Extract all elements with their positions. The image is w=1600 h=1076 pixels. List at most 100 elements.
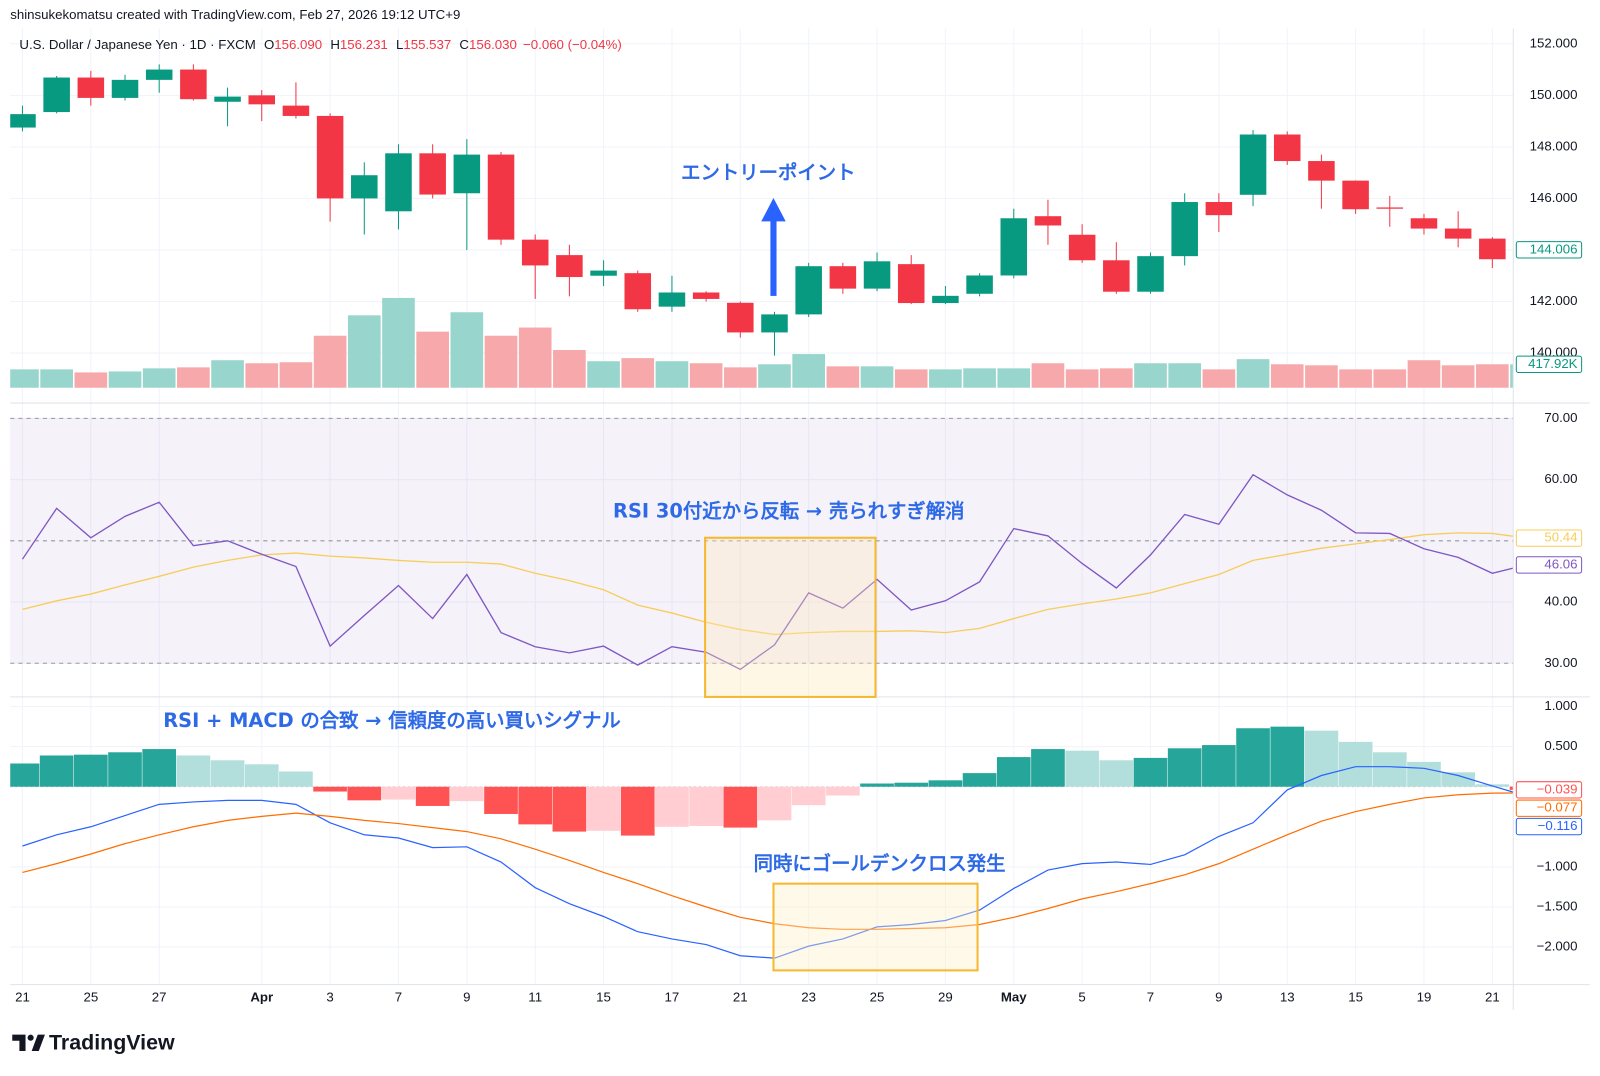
histogram-bar: [928, 780, 963, 787]
x-tick-label: 13: [1280, 989, 1295, 1004]
histogram-bar: [1372, 752, 1407, 787]
volume-bar: [963, 368, 996, 388]
candle-body: [419, 153, 446, 195]
histogram-bar: [826, 786, 860, 796]
volume-bar: [347, 315, 381, 388]
volume-bar: [1236, 359, 1270, 388]
volume-bar: [758, 364, 791, 388]
y-tick-label: 150.000: [1530, 87, 1578, 102]
histogram-bar: [381, 786, 416, 800]
histogram-bar: [244, 764, 279, 787]
annotation: RSI 30付近から反転 → 売られすぎ解消: [613, 500, 964, 523]
highlight-box: [704, 536, 877, 698]
histogram-bar: [1133, 757, 1168, 787]
legend-change: −0.060 (−0.04%): [523, 36, 622, 51]
candle-body: [761, 314, 788, 333]
histogram-bar: [415, 786, 450, 806]
candle-body: [145, 69, 173, 80]
highlight-box: [772, 882, 979, 972]
price-tag-label: −0.077: [1537, 800, 1578, 815]
histogram-bar: [757, 786, 792, 821]
volume-bar: [1270, 364, 1304, 388]
volume-bar: [792, 354, 825, 388]
annotation: エントリーポイント: [681, 161, 855, 184]
x-tick-label: 19: [1417, 989, 1432, 1004]
candle-body: [43, 77, 70, 113]
legend: U.S. Dollar / Japanese Yen · 1D · FXCM O1…: [19, 36, 621, 51]
legend-value: 156.231: [340, 36, 388, 51]
y-tick-label: −2.000: [1537, 938, 1578, 953]
y-tick-label: 1.000: [1544, 698, 1577, 713]
candle-body: [385, 153, 412, 212]
x-tick-label: Apr: [250, 989, 273, 1004]
volume-bar: [1202, 369, 1236, 388]
histogram-bar: [723, 786, 758, 828]
histogram-bar: [894, 782, 929, 787]
y-tick-label: 40.00: [1544, 594, 1577, 609]
volume-bar: [1134, 363, 1167, 388]
histogram-bar: [791, 786, 826, 806]
x-tick-label: 7: [395, 989, 402, 1004]
x-tick-label: 15: [596, 989, 611, 1004]
volume-bar: [518, 327, 552, 388]
candle-body: [1239, 134, 1267, 195]
histogram-bar: [142, 749, 177, 787]
histogram-bar: [313, 786, 347, 792]
volume-bar: [1510, 364, 1514, 388]
price-tag-box: [1515, 556, 1583, 574]
y-tick-label: 152.000: [1530, 35, 1578, 50]
price-tag-label: −0.116: [1538, 818, 1578, 833]
candle-body: [487, 154, 515, 240]
marks: [10, 64, 1514, 959]
legend-value: 156.090: [274, 36, 322, 51]
histogram-bar: [518, 786, 553, 825]
volume-bar: [1065, 369, 1099, 388]
y-tick-label: 148.000: [1530, 138, 1578, 153]
candle-body: [795, 266, 822, 315]
volume-bar: [245, 363, 279, 388]
price-tags: 144.006 417.92K 46.06 50.44 −0.039 −0.077 −0.1…: [1515, 241, 1583, 836]
volume-bar: [1305, 365, 1338, 388]
volume-bar: [621, 358, 655, 388]
candle-body: [966, 275, 993, 294]
histogram-bar: [1407, 761, 1441, 787]
x-tick-label: 25: [870, 989, 885, 1004]
x-tick-label: 9: [1215, 989, 1222, 1004]
volume-bar: [1168, 363, 1202, 388]
volume-bar: [1441, 365, 1475, 388]
histogram-bar: [279, 771, 313, 787]
volume-bar: [689, 363, 723, 388]
y-tick-label: 30.00: [1544, 655, 1577, 670]
histogram-bar: [210, 760, 245, 787]
x-tick-label: 17: [665, 989, 680, 1004]
volume-bar: [108, 371, 142, 388]
x-tick-label: 5: [1078, 989, 1085, 1004]
volume-bar: [177, 367, 210, 388]
y-tick-label: 70.00: [1544, 410, 1577, 425]
histogram-bar: [1099, 760, 1134, 787]
histogram-bar: [347, 786, 382, 801]
y-tick-label: −1.500: [1537, 898, 1578, 913]
x-tick-label: 21: [733, 989, 748, 1004]
price-tag-label: 50.44: [1544, 530, 1577, 545]
volume-bar: [860, 366, 894, 388]
volume-bar: [484, 335, 518, 388]
volume-bar: [894, 369, 928, 388]
volume-bar: [826, 366, 860, 388]
histogram-bar: [1202, 745, 1236, 787]
candle-body: [1410, 218, 1438, 229]
y-tick-label: 0.500: [1544, 738, 1577, 753]
candle-body: [1273, 134, 1301, 162]
histogram-bar: [1270, 726, 1305, 787]
candle-body: [624, 273, 652, 310]
histogram-bar: [1304, 730, 1339, 787]
candle-body: [1034, 216, 1062, 226]
brand-logo: [12, 1034, 45, 1052]
grid: [10, 28, 1514, 985]
candle-body: [692, 292, 720, 299]
histogram-bar: [484, 786, 518, 814]
x-tick-label: 29: [938, 989, 953, 1004]
histogram-bar: [450, 786, 484, 802]
x-tick-label: 15: [1348, 989, 1363, 1004]
candle-body: [248, 95, 276, 105]
